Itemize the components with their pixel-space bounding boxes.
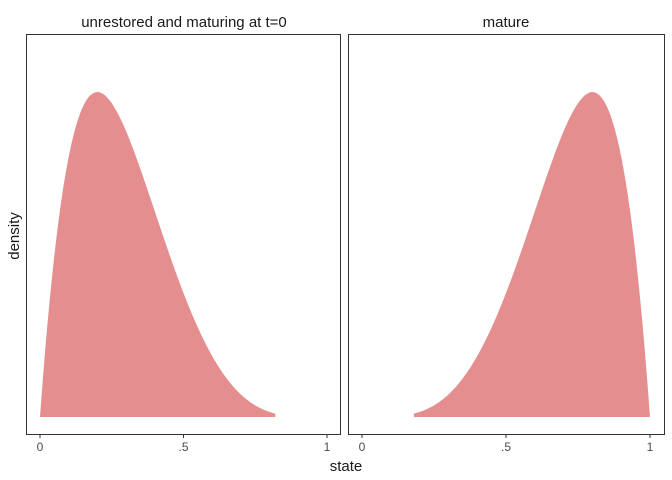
x-tick-label: 0 xyxy=(359,440,366,454)
panel-title-left: unrestored and maturing at t=0 xyxy=(81,14,287,31)
x-tick-label: .5 xyxy=(501,440,511,454)
x-axis-left: 0.5 1 xyxy=(37,434,331,454)
x-tick-label: 1 xyxy=(647,440,654,454)
panel-title-right: mature xyxy=(483,14,530,31)
x-axis-title: state xyxy=(330,458,363,475)
x-tick-label: .5 xyxy=(178,440,188,454)
panel-right: mature 0.5 1 xyxy=(348,14,665,454)
x-tick-label: 1 xyxy=(324,440,331,454)
panel-left: unrestored and maturing at t=0 0.5 1 xyxy=(26,14,341,454)
x-tick-label: 0 xyxy=(37,440,44,454)
density-area-left xyxy=(40,92,276,418)
density-area-right xyxy=(413,92,650,418)
x-axis-right: 0.5 1 xyxy=(359,434,654,454)
y-axis-title: density xyxy=(6,212,23,260)
